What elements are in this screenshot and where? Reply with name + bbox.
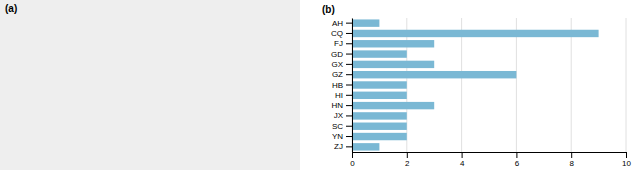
plot: 0 2 4 6 8 10 AHCQFJ GDGXGZ HBHIHNJX SCYNZJ: [331, 18, 631, 168]
y-tick: HB: [332, 81, 352, 90]
tick-label: SC: [332, 122, 343, 131]
tick-mark: [346, 23, 352, 24]
bar: [352, 30, 599, 37]
tick-label: ZJ: [334, 142, 343, 151]
panel-label: (b): [322, 4, 335, 15]
tick-mark: [407, 152, 408, 158]
tick-mark: [346, 43, 352, 44]
y-tick: JX: [334, 111, 352, 120]
tick-mark: [346, 85, 352, 86]
tick-mark: [346, 54, 352, 55]
y-tick: FJ: [334, 39, 352, 48]
y-tick: SC: [332, 122, 352, 131]
bar: [352, 19, 379, 26]
x-tick: 4: [460, 152, 465, 168]
x-tick: 10: [622, 152, 631, 168]
y-tick: GZ: [332, 70, 352, 79]
tick-label: HN: [331, 101, 343, 110]
bar: [352, 61, 434, 68]
tick-label: 4: [460, 159, 465, 168]
axis-line: [352, 19, 353, 153]
tick-label: GD: [331, 50, 343, 59]
grid-line: [626, 18, 627, 152]
bar: [352, 133, 407, 140]
tick-label: AH: [332, 19, 343, 28]
tick-mark: [346, 64, 352, 65]
tick-mark: [462, 152, 463, 158]
tick-label: JX: [334, 111, 344, 120]
tick-label: GX: [331, 60, 343, 69]
y-tick: HN: [331, 101, 352, 110]
tick-label: 8: [569, 159, 574, 168]
y-tick: ZJ: [334, 142, 352, 151]
y-tick: AH: [332, 19, 352, 28]
panel-label: (a): [5, 3, 17, 14]
tick-label: HB: [332, 81, 343, 90]
bar: [352, 50, 407, 57]
grid-line: [571, 18, 572, 152]
x-tick: 6: [515, 152, 520, 168]
y-axis: AHCQFJ GDGXGZ HBHIHNJX SCYNZJ: [331, 19, 353, 153]
tick-label: HI: [335, 91, 343, 100]
tick-mark: [346, 136, 352, 137]
grid-line: [461, 18, 462, 152]
grid: [352, 18, 626, 152]
placeholder-panel: [0, 0, 300, 170]
tick-mark: [346, 33, 352, 34]
tick-label: GZ: [332, 70, 343, 79]
tick-label: 0: [350, 159, 355, 168]
chart: (a) 0 2 4 6 8 10 AHCQFJ GDGXGZ HBHIHNJX SCYNZJ (b): [0, 0, 640, 170]
tick-mark: [346, 126, 352, 127]
tick-mark: [516, 152, 517, 158]
bar: [352, 102, 434, 109]
tick-mark: [626, 152, 627, 158]
bar: [352, 123, 407, 130]
tick-label: YN: [332, 132, 343, 141]
tick-mark: [346, 95, 352, 96]
tick-mark: [352, 152, 353, 158]
bar: [352, 81, 407, 88]
bar: [352, 92, 407, 99]
bar: [352, 143, 379, 150]
grid-line: [516, 18, 517, 152]
bar: [352, 40, 434, 47]
x-axis: 0 2 4 6 8 10: [350, 152, 631, 168]
tick-label: 10: [622, 159, 631, 168]
tick-label: 6: [515, 159, 520, 168]
y-tick: GD: [331, 50, 352, 59]
tick-mark: [346, 146, 352, 147]
y-tick: HI: [335, 91, 352, 100]
y-tick: GX: [331, 60, 352, 69]
tick-mark: [346, 105, 352, 106]
bar: [352, 112, 407, 119]
x-tick: 0: [350, 152, 355, 168]
x-tick: 2: [405, 152, 410, 168]
bars: [352, 19, 599, 150]
x-tick: 8: [569, 152, 574, 168]
tick-mark: [346, 74, 352, 75]
tick-mark: [346, 115, 352, 116]
y-tick: YN: [332, 132, 352, 141]
axis-line: [353, 152, 627, 153]
bar: [352, 71, 516, 78]
tick-label: 2: [405, 159, 410, 168]
y-tick: CQ: [331, 29, 352, 38]
tick-mark: [571, 152, 572, 158]
tick-label: CQ: [331, 29, 343, 38]
tick-label: FJ: [334, 39, 343, 48]
